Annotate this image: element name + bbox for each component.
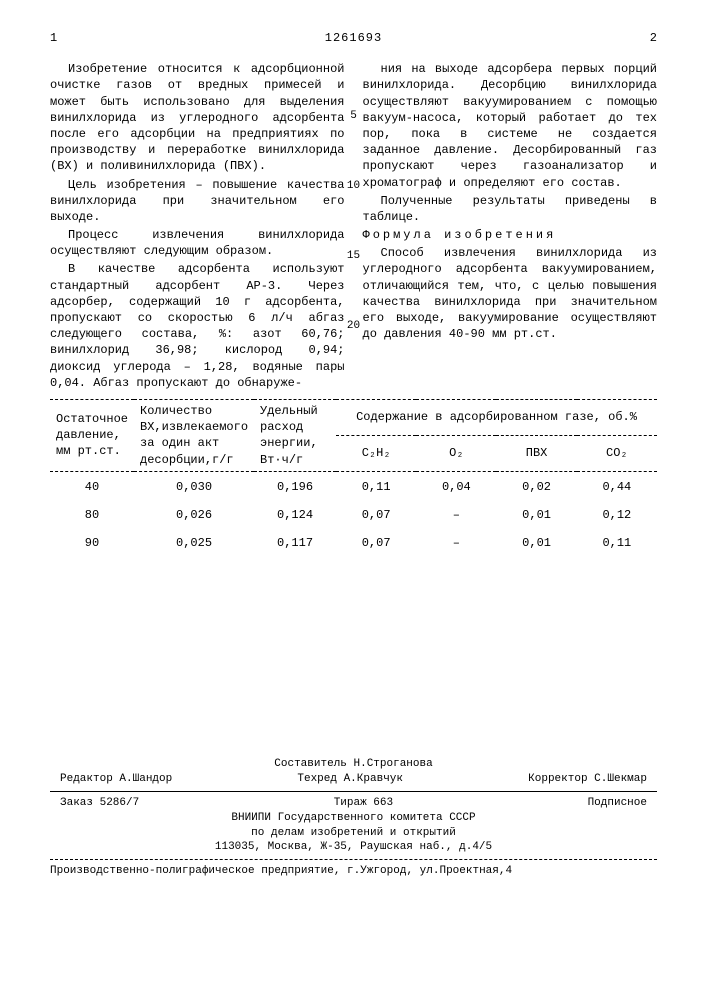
line-number: 10 <box>347 179 360 194</box>
td: 80 <box>50 501 134 529</box>
td: 90 <box>50 529 134 557</box>
th: Остаточное давление, мм рт.ст. <box>50 399 134 471</box>
address: 113035, Москва, Ж-35, Раушская наб., д.4… <box>50 840 657 855</box>
td: 0,07 <box>336 529 416 557</box>
line-number: 15 <box>347 249 360 264</box>
td: 0,030 <box>134 473 254 501</box>
results-table: Остаточное давление, мм рт.ст. Количеств… <box>50 399 657 557</box>
sign: Подписное <box>588 796 647 811</box>
td: 0,11 <box>336 473 416 501</box>
corrector: Корректор С.Шекмар <box>528 772 647 787</box>
th: C₂H₂ <box>336 435 416 471</box>
tirazh: Тираж 663 <box>334 796 393 811</box>
paragraph: Изобретение относится к адсорбционной оч… <box>50 61 345 174</box>
page-left: 1 <box>50 30 57 46</box>
paragraph: ния на выходе адсорбера первых порций ви… <box>363 61 658 191</box>
paragraph: Процесс извлечения винилхлорида осуществ… <box>50 227 345 259</box>
order: Заказ 5286/7 <box>60 796 139 811</box>
paragraph: Способ извлечения винилхлорида из углеро… <box>363 245 658 342</box>
td: 0,02 <box>496 473 576 501</box>
td: 0,07 <box>336 501 416 529</box>
td: 0,04 <box>416 473 496 501</box>
line-number: 20 <box>347 319 360 334</box>
page-right: 2 <box>650 30 657 46</box>
th: O₂ <box>416 435 496 471</box>
td: 0,01 <box>496 501 576 529</box>
page-header: 1 1261693 2 <box>50 30 657 46</box>
td: 0,026 <box>134 501 254 529</box>
table-row: 90 0,025 0,117 0,07 – 0,01 0,11 <box>50 529 657 557</box>
th: Удельный расход энергии, Вт·ч/г <box>254 399 336 471</box>
table-row: 80 0,026 0,124 0,07 – 0,01 0,12 <box>50 501 657 529</box>
td: 40 <box>50 473 134 501</box>
th: CO₂ <box>577 435 657 471</box>
editor: Редактор А.Шандор <box>60 772 172 787</box>
td: 0,44 <box>577 473 657 501</box>
paragraph: Цель изобретения – повышение качества ви… <box>50 177 345 226</box>
compiler: Составитель Н.Строганова <box>50 757 657 772</box>
td: – <box>416 529 496 557</box>
column-right: ния на выходе адсорбера первых порций ви… <box>363 61 658 393</box>
org-line: ВНИИПИ Государственного комитета СССР <box>50 811 657 826</box>
td: 0,025 <box>134 529 254 557</box>
line-number: 5 <box>350 109 357 124</box>
org-line: по делам изобретений и открытий <box>50 826 657 841</box>
footer: Составитель Н.Строганова Редактор А.Шанд… <box>50 757 657 879</box>
table-row: 40 0,030 0,196 0,11 0,04 0,02 0,44 <box>50 473 657 501</box>
td: 0,117 <box>254 529 336 557</box>
patent-number: 1261693 <box>325 30 382 46</box>
th: ПВХ <box>496 435 576 471</box>
formula-title: Формула изобретения <box>363 227 658 243</box>
print-line: Производственно-полиграфическое предприя… <box>50 864 657 879</box>
paragraph: Полученные результаты приведены в таблиц… <box>363 193 658 225</box>
td: 0,01 <box>496 529 576 557</box>
column-left: Изобретение относится к адсорбционной оч… <box>50 61 345 393</box>
td: 0,124 <box>254 501 336 529</box>
techred: Техред А.Кравчук <box>297 772 403 787</box>
td: 0,196 <box>254 473 336 501</box>
paragraph: В качестве адсорбента используют стандар… <box>50 261 345 391</box>
th: Количество ВХ,извлекаемого за один акт д… <box>134 399 254 471</box>
td: – <box>416 501 496 529</box>
th-span: Содержание в адсорбированном газе, об.% <box>336 399 657 435</box>
td: 0,12 <box>577 501 657 529</box>
td: 0,11 <box>577 529 657 557</box>
